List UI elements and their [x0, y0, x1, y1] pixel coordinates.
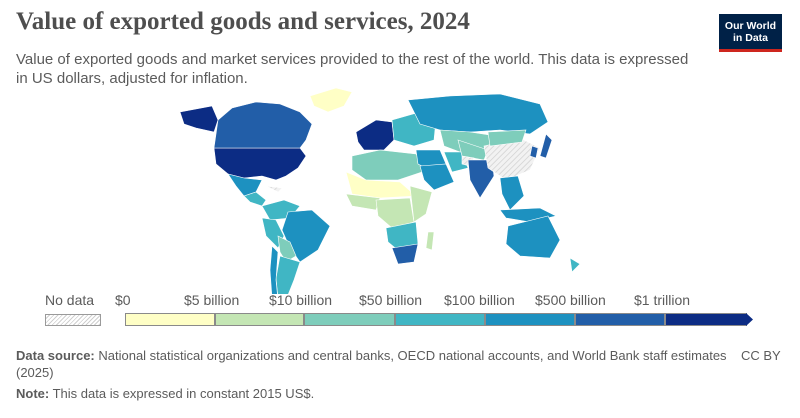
legend-bin-3[interactable] — [395, 313, 485, 326]
region-west-africa[interactable]: West Africa — [345, 193, 381, 211]
region-chile[interactable]: Chile — [269, 245, 279, 294]
region-alaska[interactable]: Alaska — [179, 105, 219, 133]
region-east-africa[interactable]: East Africa — [409, 185, 433, 223]
region-mongolia[interactable]: Mongolia — [487, 129, 527, 147]
legend-tick-5: $500 billion — [535, 292, 606, 308]
region-greenland[interactable]: Greenland — [309, 87, 353, 113]
region-australia[interactable]: Australia — [505, 215, 561, 259]
legend-bin-5[interactable] — [575, 313, 665, 326]
legend-tick-2: $10 billion — [269, 292, 333, 308]
logo-line-1: Our World — [724, 20, 777, 32]
region-argentina[interactable]: Argentina — [275, 255, 301, 294]
region-southeast-asia[interactable]: Southeast Asia — [499, 175, 525, 211]
region-north-africa[interactable]: North Africa — [351, 149, 429, 181]
note-label: Note: — [16, 386, 50, 401]
region-saudi-arabia[interactable]: Saudi Arabia — [419, 163, 455, 191]
logo-line-2: in Data — [732, 32, 768, 44]
legend-tick-0: $0 — [115, 292, 131, 308]
legend-tick-1: $5 billion — [184, 292, 240, 308]
region-japan[interactable]: Japan — [539, 133, 553, 159]
region-central-america[interactable]: Central America — [243, 191, 267, 207]
region-united-states[interactable]: United States — [213, 147, 307, 181]
legend-bin-1[interactable] — [215, 313, 304, 326]
region-canada[interactable]: Canada — [213, 101, 313, 149]
region-cuba[interactable]: Cuba — [265, 185, 283, 193]
region-korea[interactable]: Korea — [529, 145, 539, 159]
legend-tick-6: $1 trillion — [634, 292, 691, 308]
legend-no-data-swatch[interactable] — [45, 314, 101, 326]
region-russia[interactable]: Russia — [407, 93, 549, 135]
world-map[interactable]: United StatesCanadaAlaskaGreenlandMexico… — [0, 84, 800, 294]
owid-logo[interactable]: Our World in Data — [719, 14, 782, 52]
legend-bin-0[interactable] — [125, 313, 215, 326]
region-new-zealand[interactable]: New Zealand — [569, 257, 581, 273]
chart-note: Note: This data is expressed in constant… — [16, 385, 314, 402]
data-source-text: National statistical organizations and c… — [16, 348, 727, 380]
legend-bin-4[interactable] — [485, 313, 575, 326]
region-south-africa[interactable]: South Africa — [391, 243, 419, 265]
legend-tick-4: $100 billion — [444, 292, 515, 308]
legend-no-data-label: No data — [45, 292, 95, 308]
region-madagascar[interactable]: Madagascar — [425, 231, 435, 251]
chart-subtitle: Value of exported goods and market servi… — [16, 51, 689, 87]
data-source: Data source: National statistical organi… — [16, 347, 731, 381]
region-western-europe[interactable]: Western Europe — [355, 119, 395, 151]
legend-arrow-icon — [746, 313, 753, 326]
region-brazil[interactable]: Brazil — [281, 209, 331, 263]
note-text: This data is expressed in constant 2015 … — [52, 386, 315, 401]
license-link[interactable]: CC BY — [741, 348, 781, 363]
legend-bin-6[interactable] — [665, 313, 747, 326]
legend-bin-2[interactable] — [304, 313, 395, 326]
legend-tick-3: $50 billion — [359, 292, 423, 308]
data-source-label: Data source: — [16, 348, 95, 363]
chart-title: Value of exported goods and services, 20… — [16, 8, 470, 35]
